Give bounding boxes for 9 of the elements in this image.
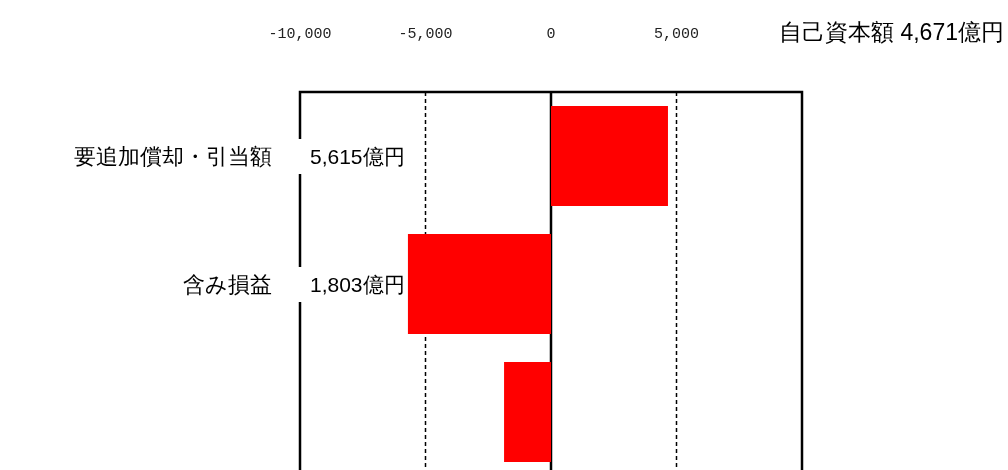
annotation: 5,615億円 [310,145,405,168]
y-tick-label: 要追加償却・引当額 [74,144,272,169]
annotation: 1,803億円 [310,273,405,296]
x-tick-label: 0 [546,26,556,43]
y-tick-label: 含み損益 [183,272,272,297]
x-tick-label: -10,000 [268,26,332,43]
x-tick-label: 5,000 [653,26,700,43]
x-tick-label: -5,000 [398,26,453,43]
x-axis-title: 自己資本額 4,671億円 [779,19,1004,45]
